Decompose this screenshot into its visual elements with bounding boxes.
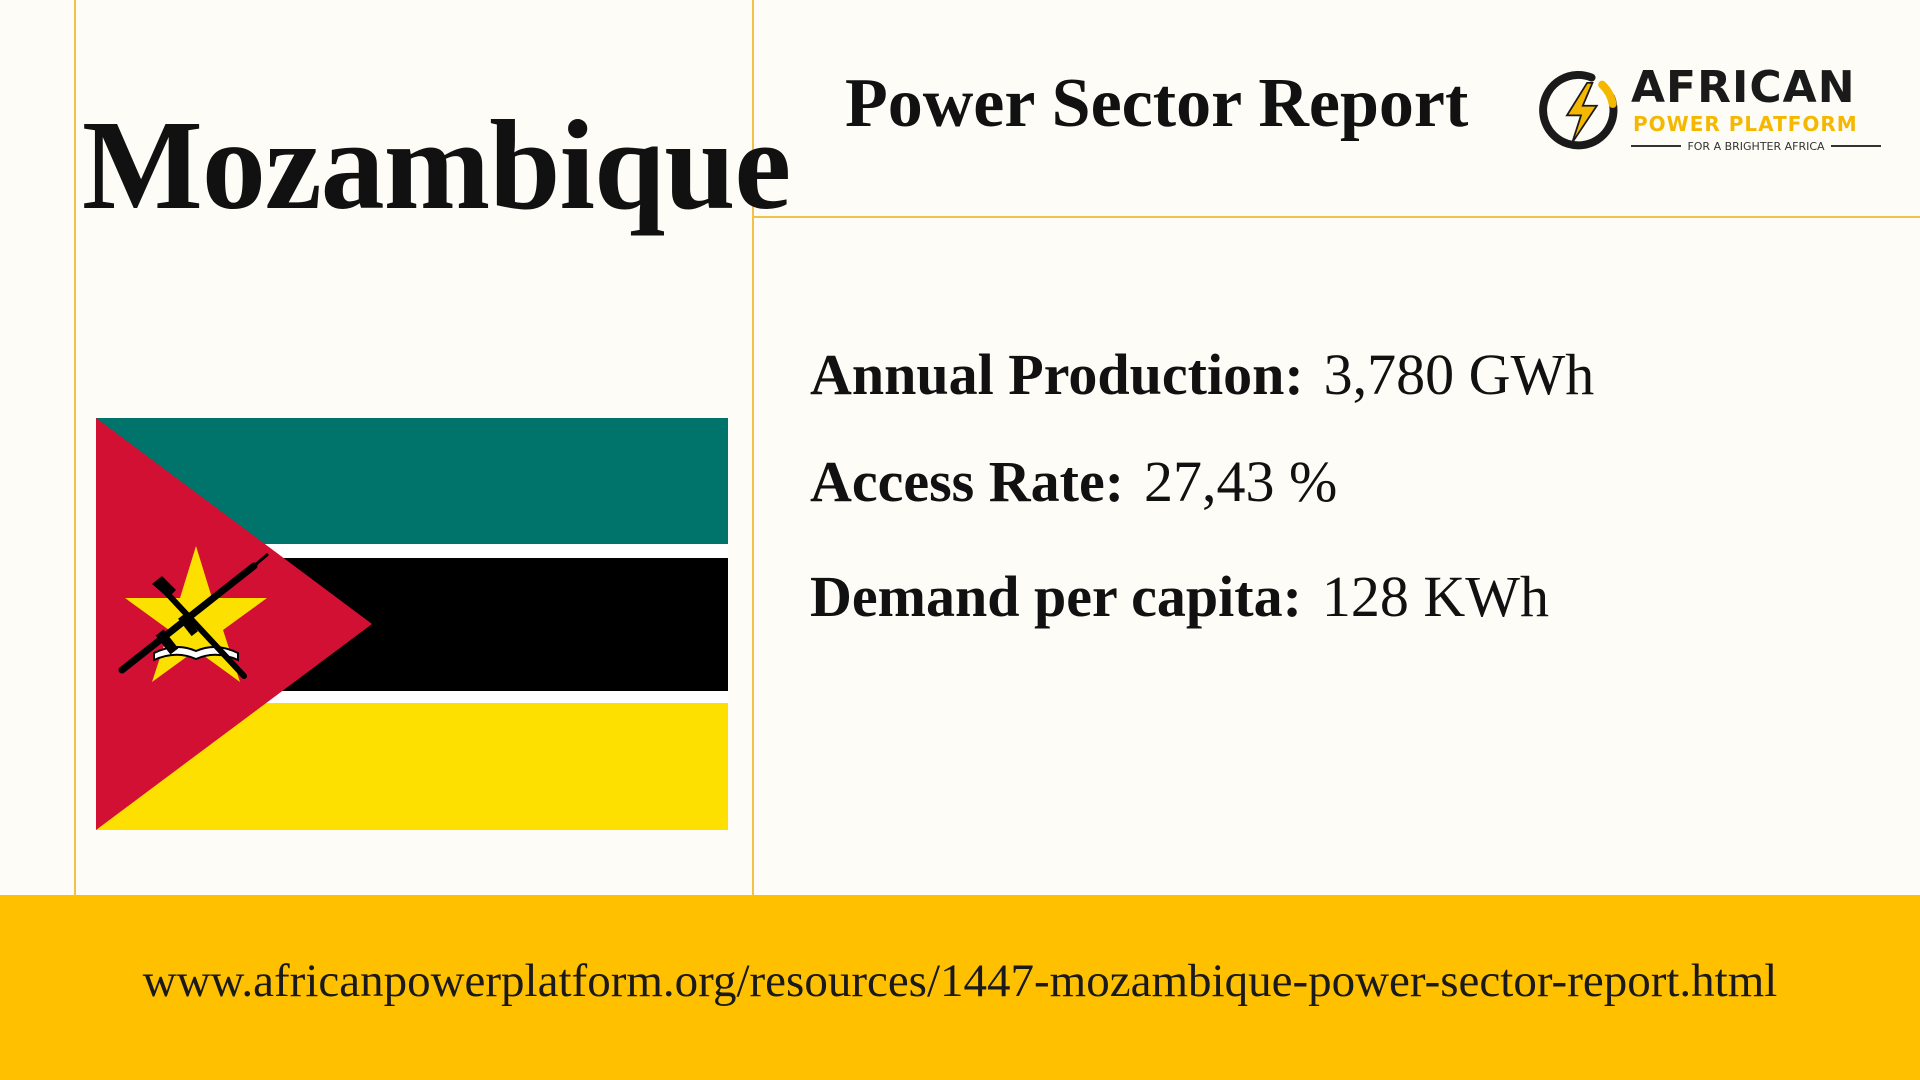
logo-subtitle: POWER PLATFORM (1633, 112, 1858, 136)
header-divider-line (752, 216, 1920, 218)
logo-wordmark: AFRICAN (1631, 62, 1856, 113)
flag-red-triangle (96, 418, 372, 830)
logo-tagline-rule (1830, 145, 1882, 147)
footer-banner: www.africanpowerplatform.org/resources/1… (0, 895, 1920, 1080)
country-title: Mozambique (82, 94, 791, 236)
flag-rifle (118, 562, 258, 674)
mozambique-flag (96, 418, 728, 830)
stat-access-rate: Access Rate: 27,43 % (810, 447, 1337, 517)
footer-url: www.africanpowerplatform.org/resources/1… (142, 955, 1778, 1007)
left-border-line (74, 0, 76, 895)
stat-label: Access Rate: (810, 449, 1125, 514)
stat-label: Annual Production: (810, 342, 1304, 407)
flag-hoe (161, 587, 247, 679)
logo-tagline-row: FOR A BRIGHTER AFRICA (1631, 139, 1882, 153)
lightning-bolt-icon (1539, 71, 1618, 150)
stat-annual-production: Annual Production: 3,780 GWh (810, 340, 1594, 410)
stat-value: 128 KWh (1321, 564, 1550, 629)
stat-value: 27,43 % (1144, 449, 1338, 514)
logo-tagline: FOR A BRIGHTER AFRICA (1687, 139, 1825, 153)
stat-value: 3,780 GWh (1323, 342, 1595, 407)
logo-tagline-rule (1631, 145, 1682, 147)
african-power-platform-logo: AFRICAN POWER PLATFORM FOR A BRIGHTER AF… (1535, 62, 1887, 162)
report-title: Power Sector Report (845, 65, 1469, 142)
stat-label: Demand per capita: (810, 564, 1302, 629)
stat-demand-per-capita: Demand per capita: 128 KWh (810, 562, 1549, 632)
center-divider-line (752, 0, 754, 895)
